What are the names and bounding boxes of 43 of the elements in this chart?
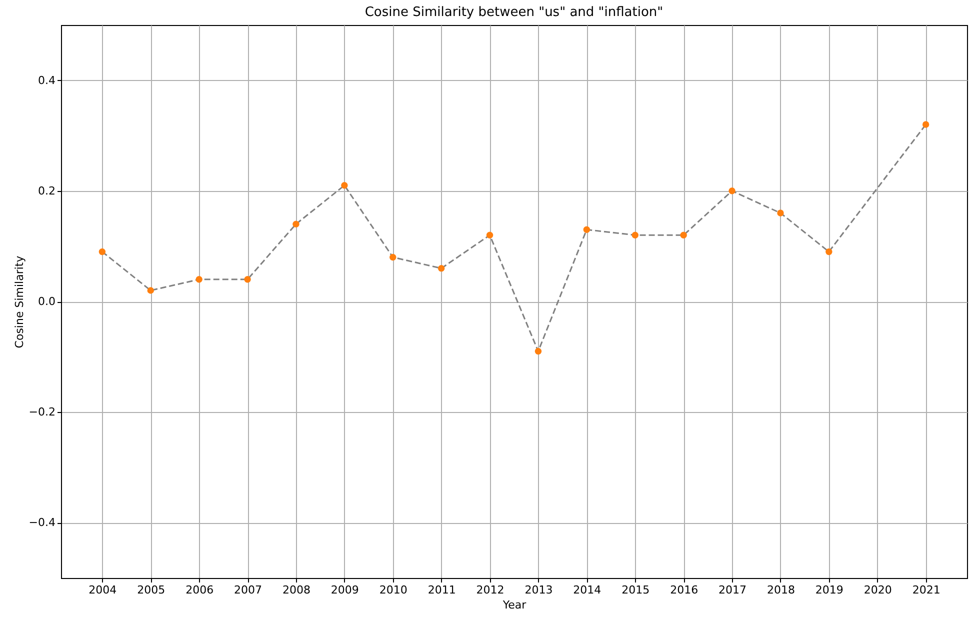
x-tick-label: 2012 — [476, 584, 504, 596]
y-axis-title: Cosine Similarity — [12, 255, 26, 348]
point — [534, 348, 542, 355]
point — [292, 220, 300, 228]
point — [147, 287, 154, 294]
point — [341, 182, 348, 189]
point — [777, 210, 784, 216]
x-tick-label: 2013 — [524, 584, 553, 596]
point — [680, 232, 687, 238]
y-tick-label: −0.4 — [28, 516, 56, 530]
point — [390, 254, 396, 261]
point — [244, 276, 251, 283]
x-tick-label: 2015 — [622, 584, 650, 596]
x-tick-label: 2021 — [912, 584, 940, 596]
x-tick-label: 2005 — [137, 584, 166, 596]
x-tick-label: 2014 — [573, 584, 602, 596]
point — [486, 232, 494, 238]
x-tick-label: 2011 — [428, 584, 456, 596]
point — [98, 248, 106, 256]
x-tick-label: 2007 — [234, 584, 262, 596]
x-tick-label: 2006 — [186, 584, 214, 596]
x-tick-label: 2019 — [815, 584, 844, 596]
x-tick-label: 2017 — [718, 584, 747, 596]
x-tick-label: 2016 — [670, 584, 698, 596]
x-tick-label: 2020 — [864, 584, 892, 596]
point — [438, 264, 445, 272]
point — [196, 276, 202, 283]
x-axis-title: Year — [502, 598, 527, 612]
x-tick-label: 2009 — [330, 584, 359, 596]
point — [632, 232, 638, 238]
point — [583, 226, 590, 233]
x-tick-label: 2018 — [766, 584, 795, 596]
y-tick-label: −0.2 — [28, 406, 56, 419]
point — [728, 188, 736, 194]
chart-title: Cosine Similarity between "us" and "inflation" — [364, 5, 664, 20]
x-tick-label: 2010 — [379, 584, 408, 596]
x-tick-label: 2008 — [282, 584, 310, 596]
y-tick-label: 0.4 — [38, 74, 56, 87]
x-tick-label: 2004 — [88, 584, 117, 596]
point — [826, 248, 832, 256]
y-tick-label: 0.0 — [38, 295, 56, 308]
point — [922, 121, 930, 128]
y-tick-label: 0.2 — [38, 184, 56, 198]
